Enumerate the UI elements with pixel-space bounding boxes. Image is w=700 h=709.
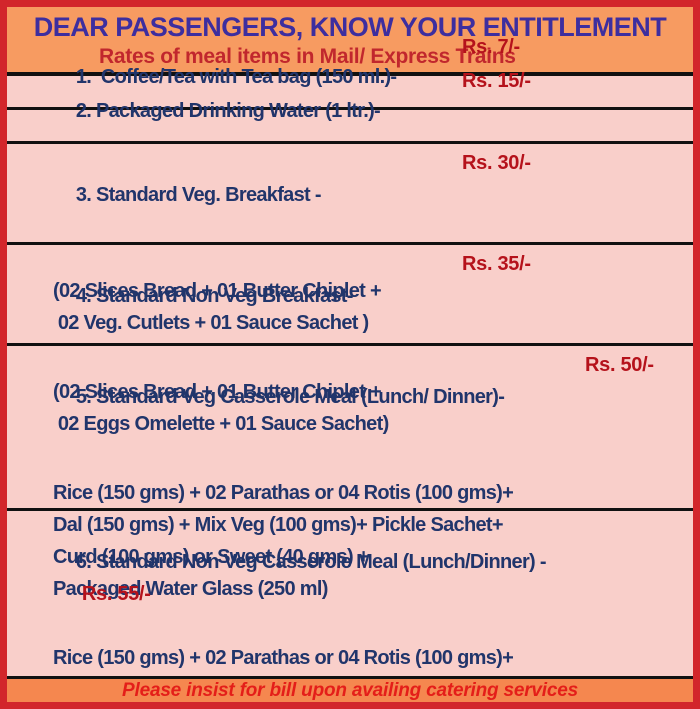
item-title-row: 5. Standard Veg Casserole Meal (Lunch/ D… [7,349,693,477]
menu-item-coffee-tea: 1. Coffee/Tea with Tea bag (150 ml.)- Rs… [7,36,693,110]
item-title-row: 4. Standard Non Veg Breakfast- Rs. 35/- [7,248,693,376]
item-detail: Packaged Water Glass (250 ml) [53,578,328,600]
item-title-row: 6. Standard Non Veg Casserole Meal (Lunc… [7,514,693,642]
item-detail: (02 Slices Bread + 01 Butter Chiplet + [53,381,382,403]
item-price: Rs. 35/- [462,253,531,275]
menu-item-nonveg-casserole-meal: 6. Standard Non Veg Casserole Meal (Lunc… [7,511,693,701]
poster-footer: Please insist for bill upon availing cat… [7,676,693,702]
item-title-row: 1. Coffee/Tea with Tea bag (150 ml.)- Rs… [7,32,693,152]
menu-item-drinking-water: 2. Packaged Drinking Water (1 ltr.)- Rs.… [7,70,693,144]
item-title: 5. Standard Veg Casserole Meal (Lunch/ D… [75,386,505,408]
item-title: 6. Standard Non Veg Casserole Meal (Lunc… [75,551,551,573]
item-title: 3. Standard Veg. Breakfast - [75,184,322,206]
poster-header: DEAR PASSENGERS, KNOW YOUR ENTITLEMENT R… [7,7,693,76]
poster-title: DEAR PASSENGERS, KNOW YOUR ENTITLEMENT [33,12,667,42]
item-title-row: 2. Packaged Drinking Water (1 ltr.)- Rs.… [7,66,693,186]
menu-item-veg-breakfast: 3. Standard Veg. Breakfast - Rs. 30/- (0… [7,144,693,334]
menu-item-nonveg-breakfast: 4. Standard Non Veg Breakfast- Rs. 35/- … [7,245,693,435]
item-detail: 02 Veg. Cutlets + 01 Sauce Sachet ) [53,312,369,334]
item-title: 2. Packaged Drinking Water (1 ltr.)- [75,99,381,122]
item-detail: (02 Slices Bread + 01 Butter Chiplet + [53,280,382,302]
item-price: Rs. 55/- [81,583,151,605]
item-detail: Curd (100 gms) or Sweet (40 gms) + [53,546,369,568]
item-price: Rs. 7/- [462,35,520,58]
footer-note: Please insist for bill upon availing cat… [122,679,578,701]
item-title: 4. Standard Non Veg Breakfast- [75,285,354,307]
item-price: Rs. 15/- [462,69,531,92]
item-price: Rs. 30/- [462,152,531,174]
item-detail: Dal (150 gms) + Mix Veg (100 gms)+ Pickl… [53,514,504,536]
menu-item-veg-casserole-meal: 5. Standard Veg Casserole Meal (Lunch/ D… [7,346,693,600]
item-detail: Rice (150 gms) + 02 Parathas or 04 Rotis… [53,482,514,504]
item-detail: 02 Eggs Omelette + 01 Sauce Sachet) [53,413,389,435]
item-title: 1. Coffee/Tea with Tea bag (150 ml.)- [75,65,397,88]
item-price: Rs. 50/- [585,354,654,376]
item-title-row: 3. Standard Veg. Breakfast - Rs. 30/- [7,147,693,275]
poster-subtitle: Rates of meal items in Mail/ Express Tra… [99,45,516,68]
item-detail: Rice (150 gms) + 02 Parathas or 04 Rotis… [53,647,514,669]
meal-rate-list: 1. Coffee/Tea with Tea bag (150 ml.)- Rs… [7,36,693,701]
